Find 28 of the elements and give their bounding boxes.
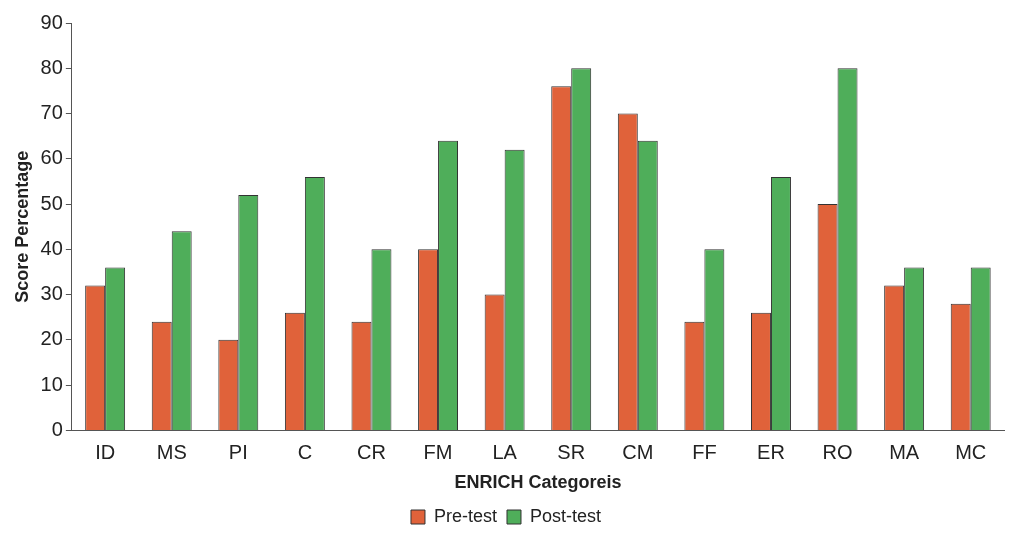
x-tick-label: C <box>297 440 313 463</box>
y-tick-label: 10 <box>40 372 63 395</box>
x-tick-label: LA <box>492 440 518 463</box>
y-axis-title: Score Percentage <box>11 150 32 303</box>
x-tick-label: ER <box>757 440 785 463</box>
y-tick-label: 60 <box>40 146 63 169</box>
x-tick-label: MC <box>955 440 987 463</box>
y-tick-label: 0 <box>51 417 63 440</box>
x-tick-label: SR <box>557 440 586 463</box>
x-tick-label: MS <box>156 440 187 463</box>
x-tick-label: ID <box>95 440 116 463</box>
x-tick-label: PI <box>228 440 248 463</box>
y-tick-label: 50 <box>40 191 63 214</box>
x-axis-title: ENRICH Categoreis <box>454 472 622 493</box>
y-tick-label: 40 <box>40 236 63 259</box>
y-tick-label: 30 <box>40 282 63 305</box>
legend-label: Pre-test <box>433 505 498 526</box>
x-tick-label: FF <box>692 440 717 463</box>
legend-label: Post-test <box>530 505 602 526</box>
x-tick-label: MA <box>889 440 920 463</box>
y-tick-label: 20 <box>40 327 63 350</box>
x-tick-label: CR <box>357 440 386 463</box>
x-tick-label: FM <box>423 440 453 463</box>
y-tick-label: 90 <box>40 10 63 33</box>
x-tick-label: RO <box>822 440 853 463</box>
x-tick-label: CM <box>622 440 654 463</box>
y-tick-label: 70 <box>40 101 63 124</box>
y-tick-label: 80 <box>40 55 63 78</box>
